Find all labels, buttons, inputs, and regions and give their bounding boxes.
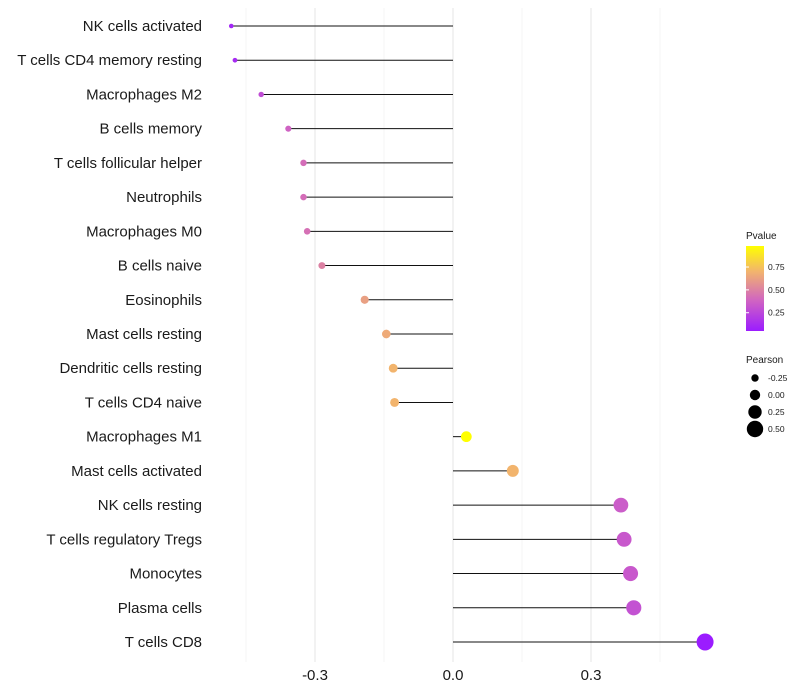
category-label: NK cells activated [83,18,202,35]
category-label: T cells CD8 [125,634,202,651]
legend-pearson-label: 0.50 [768,424,785,434]
legend-pearson-dot [748,405,762,419]
category-label: Macrophages M0 [86,223,202,240]
legend-pvalue: Pvalue 0.25 0.50 0.75 [746,231,785,331]
legend-pvalue-colorbar [746,246,764,331]
data-point [696,633,714,651]
x-tick-label: 0.0 [443,667,464,684]
data-point [232,57,238,63]
category-label: NK cells resting [98,497,202,514]
x-tick-label: 0.3 [581,667,602,684]
data-point [626,600,642,616]
data-point [228,23,234,29]
category-label: Macrophages M2 [86,86,202,103]
legend-pearson-label: -0.25 [768,373,788,383]
data-point [285,125,292,132]
data-point [300,193,307,201]
category-label: B cells memory [99,121,202,138]
legend-pvalue-tick-label: 0.25 [768,308,785,318]
category-label: T cells CD4 memory resting [17,52,202,69]
data-point [388,363,398,373]
legend-pearson-dot [746,420,764,438]
category-labels: NK cells activated T cells CD4 memory res… [17,18,202,651]
legend-pearson: Pearson -0.25 0.00 0.25 0.50 [746,355,788,438]
data-point [613,497,629,513]
data-point [460,431,472,443]
points [228,23,714,651]
data-point [623,566,639,582]
category-label: Plasma cells [118,600,202,617]
legend-pearson-dot [751,374,759,382]
x-tick-label: -0.3 [302,667,328,684]
category-label: B cells naive [118,258,202,275]
category-label: Neutrophils [126,189,202,206]
data-point [303,228,311,235]
category-label: Dendritic cells resting [59,360,202,377]
category-label: T cells CD4 naive [85,394,202,411]
data-point [318,262,326,270]
data-point [360,295,369,304]
data-point [300,159,307,167]
data-point [381,329,391,339]
category-label: Monocytes [129,566,202,583]
legend-pearson-label: 0.25 [768,407,785,417]
legend-pvalue-title: Pvalue [746,231,777,242]
stems [231,25,706,643]
category-label: Mast cells resting [86,326,202,343]
category-label: Mast cells activated [71,463,202,480]
category-label: Eosinophils [125,292,202,309]
legend-pearson-dot [749,389,761,401]
legend-pearson-title: Pearson [746,355,783,366]
data-point [506,464,519,477]
category-label: Macrophages M1 [86,429,202,446]
x-axis-ticks: -0.3 0.0 0.3 [302,667,601,684]
data-point [616,531,632,547]
category-label: T cells regulatory Tregs [46,531,202,548]
grid-lines [245,8,661,662]
data-point [390,398,400,407]
legend-pvalue-tick-label: 0.50 [768,285,785,295]
category-label: T cells follicular helper [54,155,202,172]
legend-pearson-label: 0.00 [768,390,785,400]
data-point [258,91,264,98]
legend-pvalue-tick-label: 0.75 [768,262,785,272]
